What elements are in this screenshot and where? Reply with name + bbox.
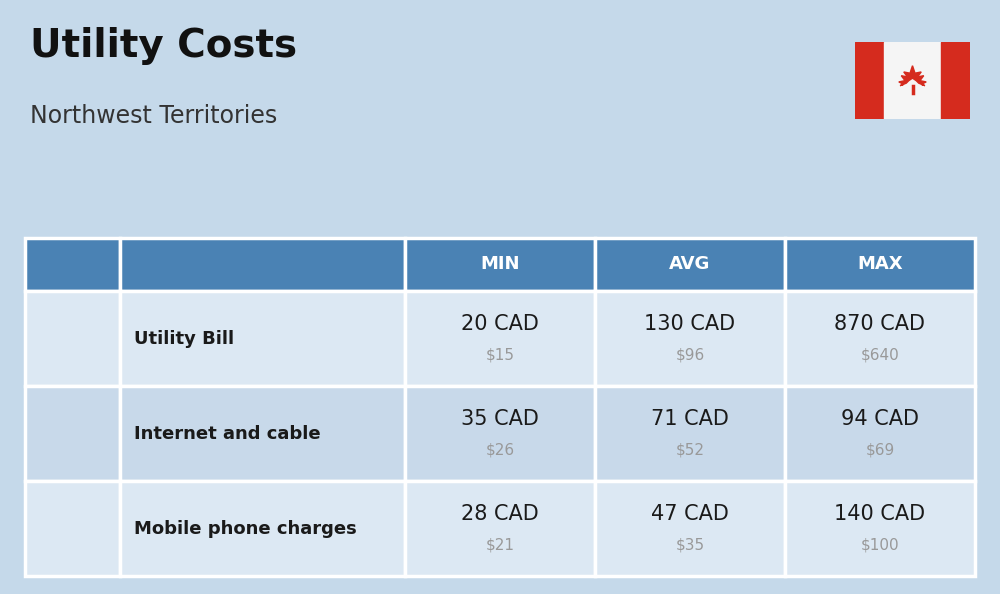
Text: 28 CAD: 28 CAD <box>461 504 539 524</box>
Text: $21: $21 <box>485 538 514 553</box>
Text: MIN: MIN <box>480 255 520 273</box>
FancyBboxPatch shape <box>36 345 60 369</box>
FancyBboxPatch shape <box>69 510 78 519</box>
FancyBboxPatch shape <box>67 332 78 353</box>
Bar <box>884 42 941 119</box>
Text: 130 CAD: 130 CAD <box>644 314 736 334</box>
Text: $96: $96 <box>675 347 705 363</box>
Text: $15: $15 <box>485 347 514 363</box>
FancyBboxPatch shape <box>69 520 78 528</box>
FancyBboxPatch shape <box>61 510 69 519</box>
Text: 870 CAD: 870 CAD <box>834 314 925 334</box>
Circle shape <box>66 318 79 332</box>
Circle shape <box>69 322 76 328</box>
Circle shape <box>91 444 96 450</box>
Text: 140 CAD: 140 CAD <box>834 504 926 524</box>
Text: Utility Costs: Utility Costs <box>30 27 297 65</box>
Text: Northwest Territories: Northwest Territories <box>30 104 277 128</box>
FancyBboxPatch shape <box>61 520 69 528</box>
FancyBboxPatch shape <box>61 314 84 337</box>
Text: $640: $640 <box>861 347 899 363</box>
FancyBboxPatch shape <box>68 500 77 503</box>
Text: Utility Bill: Utility Bill <box>134 330 234 347</box>
Text: $26: $26 <box>485 443 515 458</box>
Text: 47 CAD: 47 CAD <box>651 504 729 524</box>
Polygon shape <box>899 66 926 86</box>
FancyBboxPatch shape <box>42 353 56 360</box>
FancyBboxPatch shape <box>39 438 106 456</box>
Text: Internet and cable: Internet and cable <box>134 425 321 443</box>
FancyBboxPatch shape <box>56 493 89 566</box>
FancyBboxPatch shape <box>85 345 109 369</box>
Text: $35: $35 <box>675 538 705 553</box>
Bar <box>855 42 884 119</box>
Circle shape <box>70 433 75 438</box>
Text: 35 CAD: 35 CAD <box>461 409 539 429</box>
Text: 94 CAD: 94 CAD <box>841 409 919 429</box>
Bar <box>941 42 970 119</box>
Text: $69: $69 <box>865 443 895 458</box>
Text: Mobile phone charges: Mobile phone charges <box>134 520 357 538</box>
Text: $100: $100 <box>861 538 899 553</box>
Text: $52: $52 <box>676 443 704 458</box>
FancyBboxPatch shape <box>61 530 69 538</box>
FancyBboxPatch shape <box>69 530 78 538</box>
Text: 20 CAD: 20 CAD <box>461 314 539 334</box>
Text: MAX: MAX <box>857 255 903 273</box>
Text: AVG: AVG <box>669 255 711 273</box>
Text: 71 CAD: 71 CAD <box>651 409 729 429</box>
FancyBboxPatch shape <box>61 506 84 556</box>
Circle shape <box>69 557 76 563</box>
